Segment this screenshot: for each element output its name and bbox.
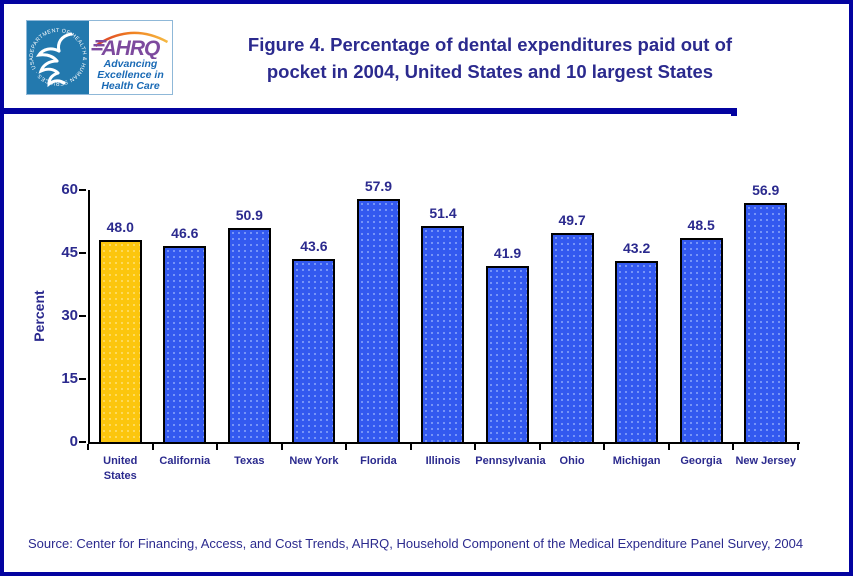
category-label-line: Georgia (680, 455, 722, 467)
ahrq-tagline-line3: Health Care (101, 80, 160, 92)
category-label: New Jersey (733, 454, 798, 469)
category-label-line: Texas (234, 455, 265, 467)
category-label-line: Michigan (612, 455, 661, 467)
bar-value-label: 46.6 (171, 225, 199, 241)
category-label-line: Illinois (425, 455, 461, 467)
header-divider-bar (4, 108, 737, 114)
bar-slot: 41.9 (475, 190, 540, 442)
plot-axes (88, 190, 800, 444)
y-axis-tick (79, 378, 86, 380)
category-label-line: New York (289, 455, 339, 467)
ahrq-acronym: AHRQ (101, 37, 160, 59)
bar-slot: 43.2 (604, 190, 669, 442)
bar-value-label: 56.9 (752, 182, 780, 198)
y-axis-tick-label: 15 (61, 370, 78, 387)
y-axis-tick (79, 189, 86, 191)
y-axis-tick-label: 30 (61, 307, 78, 324)
category-label: Michigan (604, 454, 669, 469)
x-axis-tick (668, 444, 670, 450)
category-label-line: Ohio (559, 455, 585, 467)
figure-title-line2: pocket in 2004, United States and 10 lar… (266, 61, 714, 82)
bar-texas (227, 228, 271, 442)
category-label: United States (88, 454, 153, 484)
bar-slot: 49.7 (540, 190, 605, 442)
bar-new-york (292, 259, 336, 442)
x-axis-tick (87, 444, 89, 450)
x-axis-tick (281, 444, 283, 450)
bar-chart: Percent 48.0 46.6 50.9 43.6 57.9 51.4 41.9 49.7… (31, 178, 800, 482)
y-axis-tick-label: 0 (69, 433, 78, 450)
y-axis-tick-label: 60 (61, 181, 78, 198)
x-axis-tick (732, 444, 734, 450)
bar-slot: 51.4 (411, 190, 476, 442)
bar-slot: 50.9 (217, 190, 282, 442)
category-label-line: New Jersey (735, 455, 796, 467)
category-label: Illinois (411, 454, 476, 469)
category-label-line: Florida (360, 455, 397, 467)
y-axis-tick-label: 45 (61, 244, 78, 261)
hhs-seal-circular-text: DEPARTMENT OF HEALTH & HUMAN SERVICES · … (29, 28, 87, 86)
category-label: Ohio (540, 454, 605, 469)
ahrq-tagline-line1: Advancing (103, 58, 158, 70)
source-note: Source: Center for Financing, Access, an… (28, 536, 804, 551)
category-label-line: United (103, 455, 138, 467)
category-label-line: States (103, 470, 137, 482)
bar-slot: 48.5 (669, 190, 734, 442)
ahrq-speed-stripes-icon (91, 40, 107, 51)
category-label: Texas (217, 454, 282, 469)
bar-value-label: 48.5 (687, 217, 715, 233)
bar-value-label: 51.4 (429, 205, 457, 221)
header-divider-end-cap (731, 114, 737, 116)
bar-slot: 57.9 (346, 178, 411, 442)
x-axis-tick (345, 444, 347, 450)
x-axis-tick (797, 444, 799, 450)
bar-slot: 43.6 (282, 190, 347, 442)
bar-new-jersey (744, 203, 788, 442)
x-axis-tick (539, 444, 541, 450)
svg-text:DEPARTMENT OF HEALTH & HUMAN S: DEPARTMENT OF HEALTH & HUMAN SERVICES · … (29, 28, 87, 86)
figure-title-line1: Figure 4. Percentage of dental expenditu… (247, 34, 733, 55)
category-label-line: California (159, 455, 211, 467)
y-axis-tick (79, 252, 86, 254)
category-label: Florida (346, 454, 411, 469)
hhs-seal-icon: DEPARTMENT OF HEALTH & HUMAN SERVICES · … (27, 21, 89, 94)
y-axis-tick (79, 315, 86, 317)
ahrq-logo: AHRQ Advancing Excellence in Health Care (89, 21, 172, 94)
bar-value-label: 43.2 (623, 240, 651, 256)
bar-georgia (679, 238, 723, 442)
category-label: Georgia (669, 454, 734, 469)
figure-title: Figure 4. Percentage of dental expenditu… (150, 31, 830, 85)
bar-value-label: 43.6 (300, 238, 328, 254)
category-label-line: Pennsylvania (475, 455, 546, 467)
bars-layer: 48.0 46.6 50.9 43.6 57.9 51.4 41.9 49.7 43.2 48.5… (88, 178, 798, 442)
bar-value-label: 48.0 (106, 219, 134, 235)
bar-value-label: 57.9 (364, 178, 393, 194)
bar-slot: 48.0 (88, 190, 153, 442)
bar-illinois (421, 226, 465, 442)
bar-pennsylvania (486, 266, 530, 442)
category-label: California (153, 454, 218, 469)
agency-logo: DEPARTMENT OF HEALTH & HUMAN SERVICES · … (26, 20, 173, 95)
ahrq-tagline-line2: Excellence in (97, 69, 164, 81)
y-axis-tick (79, 441, 86, 443)
hhs-eagle-icon (35, 32, 73, 88)
bar-california (163, 246, 207, 442)
bar-florida (356, 199, 400, 442)
bar-michigan (615, 261, 659, 442)
category-label: Pennsylvania (475, 454, 546, 469)
bar-slot: 46.6 (153, 190, 218, 442)
x-axis-tick (603, 444, 605, 450)
bar-value-label: 41.9 (493, 245, 522, 261)
bar-ohio (550, 233, 594, 442)
x-axis-tick (474, 444, 476, 450)
bar-value-label: 49.7 (558, 212, 586, 228)
x-axis-tick (410, 444, 412, 450)
category-label: New York (282, 454, 347, 469)
bar-value-label: 50.9 (235, 207, 263, 223)
bar-united-states (98, 240, 142, 442)
bar-slot: 56.9 (733, 182, 798, 442)
x-axis-tick (216, 444, 218, 450)
x-axis-tick (152, 444, 154, 450)
